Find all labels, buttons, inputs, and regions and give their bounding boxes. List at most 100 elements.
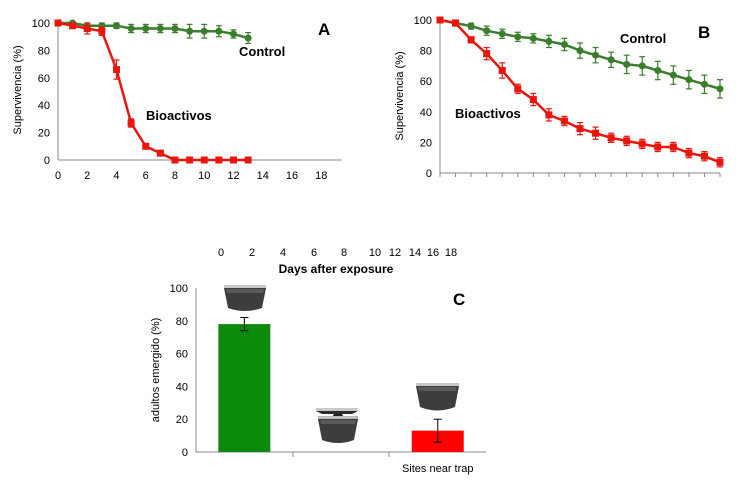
series-line-bioactivos <box>57 21 249 162</box>
panel-c-letter: C <box>453 290 465 309</box>
panel-a-bioactivos-label: Bioactivos <box>146 108 212 123</box>
data-point-bioactivos <box>654 143 662 151</box>
data-point-bioactivos <box>560 117 568 125</box>
y-tick-label: 80 <box>38 45 50 57</box>
panel-a-control-label: Control <box>239 44 285 59</box>
data-point-bioactivos <box>215 156 223 164</box>
y-tick-label: 80 <box>176 316 188 328</box>
data-point-bioactivos <box>607 134 615 142</box>
data-point-control <box>607 56 615 64</box>
x-tick-label: 6 <box>143 170 149 182</box>
y-tick-label: 100 <box>32 18 50 30</box>
data-point-control <box>654 66 662 74</box>
data-point-control <box>592 51 600 59</box>
panel-b-letter: B <box>698 23 710 42</box>
x-tick-label: 8 <box>172 170 178 182</box>
y-tick-label: 0 <box>426 168 432 180</box>
panel-c-bars <box>218 317 464 452</box>
top-axis-tick-label: 6 <box>311 247 317 259</box>
data-point-control <box>142 24 150 32</box>
data-point-bioactivos <box>186 156 194 164</box>
panel-a-y-label: Supervivencia (%) <box>12 45 24 134</box>
data-point-bioactivos <box>483 50 491 58</box>
data-point-bioactivos <box>171 156 179 164</box>
series-line-bioactivos <box>439 18 721 164</box>
y-tick-label: 60 <box>38 73 50 85</box>
data-point-bioactivos <box>112 66 120 74</box>
x-tick-label: 2 <box>84 170 90 182</box>
data-point-bioactivos <box>685 149 693 157</box>
data-point-bioactivos <box>83 24 91 32</box>
data-point-bioactivos <box>514 85 522 93</box>
panel-b-y-ticks: 0 20 40 60 80 100 <box>414 15 432 180</box>
data-point-bioactivos <box>576 125 584 133</box>
data-point-control <box>215 27 223 35</box>
top-axis-tick-label: 12 <box>389 247 401 259</box>
trap-pictogram-2 <box>316 408 358 443</box>
data-point-bioactivos <box>700 152 708 160</box>
data-point-bioactivos <box>452 19 460 27</box>
panel-a-y-ticks: 0 20 40 60 80 100 <box>32 18 50 167</box>
data-point-control <box>576 47 584 55</box>
data-point-bioactivos <box>467 36 475 44</box>
panel-c-y-ticks: 0 20 40 60 80 100 <box>170 283 188 459</box>
data-point-bioactivos <box>98 27 106 35</box>
data-point-bioactivos <box>669 143 677 151</box>
data-point-bioactivos <box>69 22 77 30</box>
data-point-bioactivos <box>244 156 252 164</box>
y-tick-label: 100 <box>414 15 432 27</box>
data-point-control <box>685 76 693 84</box>
data-point-bioactivos <box>156 149 164 157</box>
y-tick-label: 0 <box>182 447 188 459</box>
data-point-bioactivos <box>716 158 724 166</box>
data-point-control <box>127 24 135 32</box>
panel-a: A Supervivencia (%) 0 20 40 60 80 100 0 2 4 6 8 10… <box>12 18 342 182</box>
data-point-control <box>186 27 194 35</box>
y-tick-label: 60 <box>420 76 432 88</box>
x-tick-label: 12 <box>227 170 239 182</box>
trap-pictogram-1 <box>224 285 266 311</box>
data-point-bioactivos <box>142 142 150 150</box>
panel-b: B Supervivencia (%) 0 20 40 60 80 100 Control… <box>394 15 724 180</box>
data-point-control <box>200 27 208 35</box>
data-point-bioactivos <box>638 140 646 148</box>
data-point-control <box>638 62 646 70</box>
top-axis-tick-label: 4 <box>280 247 286 259</box>
panel-c-y-label: adultos emergido (%) <box>150 318 162 423</box>
data-point-control <box>700 80 708 88</box>
panel-c-top-axis-label: Days after exposure <box>279 262 394 276</box>
data-point-bioactivos <box>54 19 62 27</box>
top-axis-tick-label: 0 <box>218 247 224 259</box>
data-point-control <box>229 30 237 38</box>
bar-1 <box>218 324 271 452</box>
data-point-bioactivos <box>436 16 444 24</box>
y-tick-label: 40 <box>38 100 50 112</box>
panel-a-x-ticks: 0 2 4 6 8 10 12 14 16 18 <box>55 170 327 182</box>
panel-c: 0 2 4 6 8 10 12 14 16 18 Days after exposure C ad… <box>150 247 486 475</box>
data-point-control <box>498 30 506 38</box>
data-point-bioactivos <box>592 129 600 137</box>
y-tick-label: 20 <box>176 414 188 426</box>
data-point-control <box>560 40 568 48</box>
y-tick-label: 40 <box>176 381 188 393</box>
trap-pictogram-3 <box>416 383 459 411</box>
data-point-control <box>112 22 120 30</box>
x-tick-label: 0 <box>55 170 61 182</box>
y-tick-label: 40 <box>420 107 432 119</box>
panel-a-letter: A <box>318 20 330 39</box>
data-point-bioactivos <box>498 66 506 74</box>
category-label: Sites near trap <box>402 463 474 475</box>
y-tick-label: 60 <box>176 349 188 361</box>
data-point-bioactivos <box>529 96 537 104</box>
top-axis-tick-label: 2 <box>249 247 255 259</box>
y-tick-label: 20 <box>38 128 50 140</box>
data-point-control <box>514 33 522 41</box>
panel-c-top-axis-ticks: 0 2 4 6 8 10 12 14 16 18 <box>218 247 457 259</box>
x-tick-label: 10 <box>198 170 210 182</box>
data-point-control <box>156 24 164 32</box>
panel-a-series <box>54 19 252 164</box>
panel-b-x-ticks <box>439 173 721 177</box>
data-point-control <box>467 22 475 30</box>
top-axis-tick-label: 10 <box>369 247 381 259</box>
x-tick-label: 14 <box>257 170 269 182</box>
